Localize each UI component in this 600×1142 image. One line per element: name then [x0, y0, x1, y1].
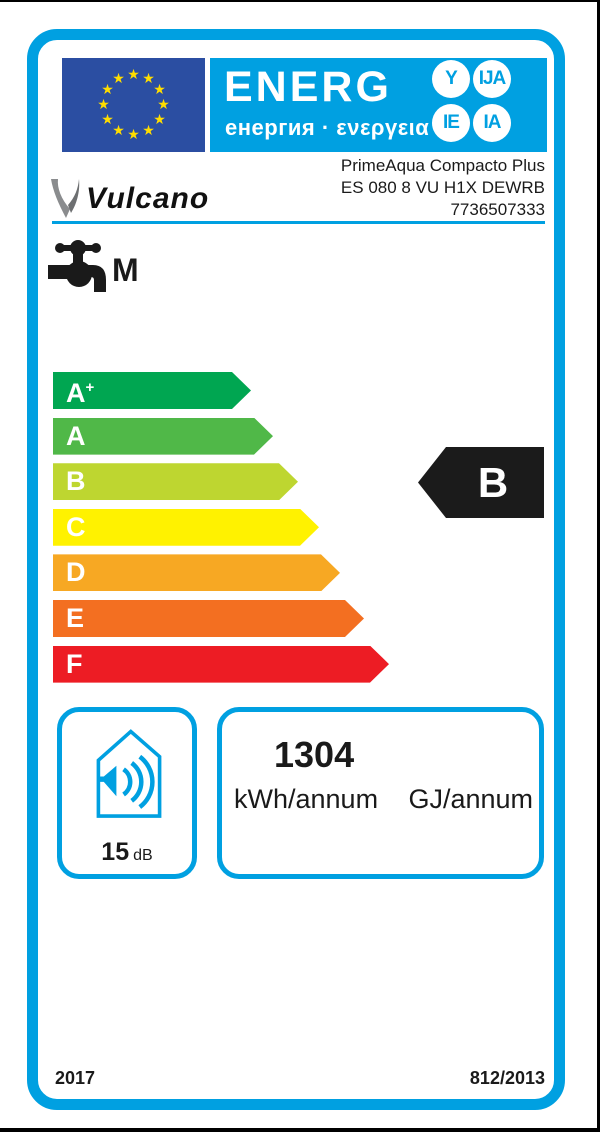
rating-bar-f: F	[53, 646, 389, 683]
gj-annum-unit: GJ/annum	[408, 784, 533, 814]
rating-scale: A+ A B C D E F	[53, 372, 413, 691]
annual-kwh-value: 1304	[274, 734, 355, 775]
header-separator-line	[52, 221, 545, 224]
product-model: ES 080 8 VU H1X DEWRB	[340, 178, 545, 197]
rating-bar-letter: D	[66, 557, 86, 588]
rating-bar-e: E	[53, 600, 364, 637]
noise-db-number: 15	[101, 838, 130, 866]
eu-star: ★	[157, 96, 170, 112]
page-edge-top	[0, 0, 600, 2]
rating-bar-letter: A	[66, 420, 86, 451]
eu-star: ★	[127, 66, 140, 82]
rating-bar-a: A	[53, 418, 273, 455]
eu-star: ★	[97, 96, 110, 112]
kwh-annum-unit: kWh/annum	[234, 784, 379, 814]
noise-value: 15 dB	[62, 838, 192, 867]
energ-suffix-circle-y: Y	[432, 60, 470, 98]
rating-bar-d: D	[53, 554, 340, 591]
rating-bar-c: C	[53, 509, 319, 546]
rating-grade: B	[477, 458, 509, 506]
vulcano-flame-icon	[51, 179, 80, 218]
rating-bar-b: B	[53, 463, 298, 500]
eu-star: ★	[153, 111, 166, 127]
page-edge-bottom	[0, 1128, 600, 1132]
energy-units-row: kWh/annum GJ/annum	[234, 784, 533, 815]
eu-star: ★	[101, 111, 114, 127]
rating-bar-letter: A+	[66, 378, 95, 408]
regulation-number: 812/2013	[469, 1068, 545, 1088]
label-year: 2017	[55, 1068, 96, 1088]
tap-icon	[48, 238, 108, 301]
rating-bar-letter: E	[66, 602, 85, 633]
energy-consumption-box: 1304 kWh/annum GJ/annum	[217, 707, 544, 879]
eu-star: ★	[112, 70, 125, 87]
energ-suffix-circle-ija: IJA	[473, 60, 511, 98]
rating-bar-letter: F	[66, 648, 83, 679]
energ-suffix-circle-ia: IA	[473, 104, 511, 142]
brand-name: Vulcano	[86, 182, 210, 215]
page-edge-right	[597, 0, 600, 1132]
brand-logo: Vulcano	[50, 178, 209, 220]
eu-flag: ★ ★ ★ ★ ★ ★ ★ ★ ★ ★ ★ ★	[62, 58, 205, 152]
energ-title: ENERG	[224, 63, 392, 111]
product-number: 7736507333	[450, 200, 545, 219]
energ-subtitle: енергия · ενεργεια	[225, 115, 430, 140]
product-info: PrimeAqua Compacto Plus ES 080 8 VU H1X …	[341, 155, 545, 221]
energ-banner: ENERG енергия · ενεργεια Y IJA IE IA	[210, 58, 547, 152]
noise-db-unit: dB	[133, 847, 153, 864]
rating-indicator-arrow: B	[418, 447, 544, 518]
load-profile-letter: M	[112, 252, 139, 288]
sound-level-icon	[84, 722, 174, 827]
eu-star: ★	[101, 81, 114, 97]
rating-bar-letter: C	[66, 511, 86, 542]
eu-star: ★	[127, 126, 140, 142]
eu-star: ★	[153, 81, 166, 97]
rating-bar-letter: B	[66, 466, 86, 497]
energ-suffix-circle-ie: IE	[432, 104, 470, 142]
eu-star: ★	[142, 121, 155, 138]
rating-bar-aplus: A+	[53, 372, 251, 409]
product-name: PrimeAqua Compacto Plus	[340, 156, 545, 175]
noise-box: 15 dB	[57, 707, 197, 879]
eu-star: ★	[142, 70, 155, 87]
eu-star: ★	[112, 121, 125, 138]
